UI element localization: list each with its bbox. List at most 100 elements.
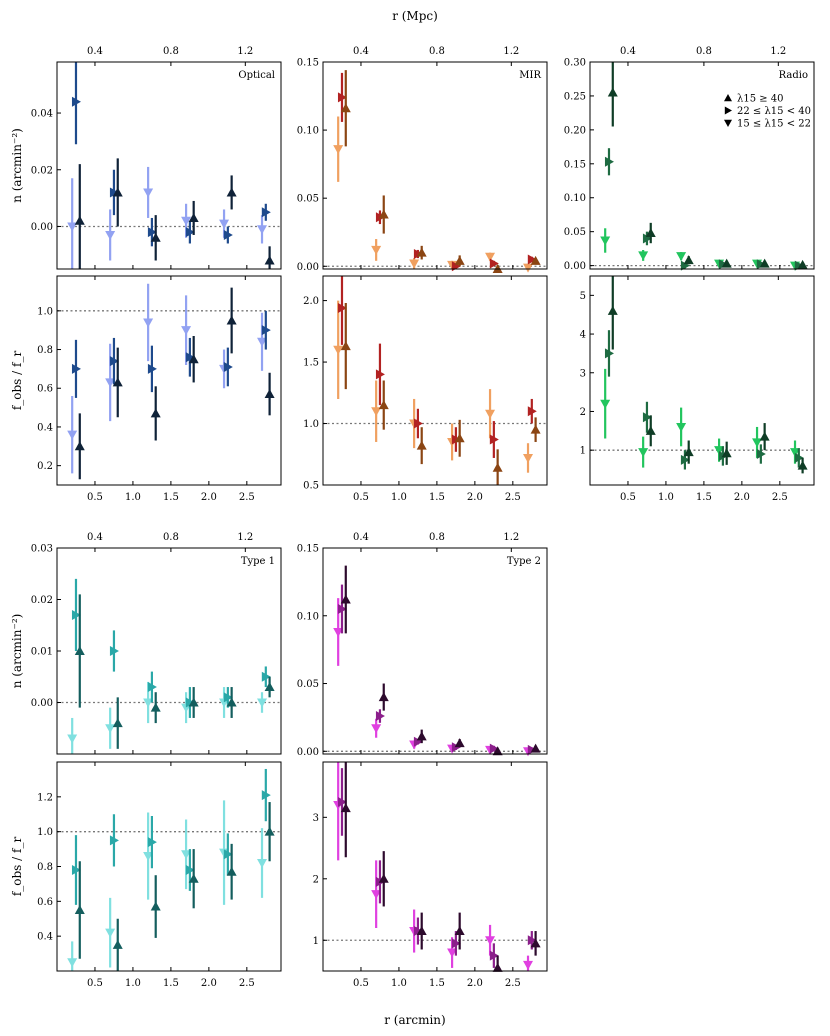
y-tick-label: 0.15: [297, 544, 319, 555]
series-low: [67, 800, 268, 971]
data-marker: [378, 692, 389, 702]
y-tick-label: 0.02: [31, 595, 53, 606]
x-tick-label: 2.5: [239, 978, 255, 989]
data-marker: [676, 252, 687, 262]
y-tick-label: 0.8: [37, 862, 53, 873]
top-tick-label: 0.4: [353, 46, 369, 57]
data-marker: [530, 743, 541, 753]
legend-label: λ15 ≥ 40: [737, 94, 784, 105]
y-tick-label: 4: [580, 330, 586, 341]
plot-frame: [322, 761, 548, 972]
y-tick-label: 0.00: [297, 747, 319, 758]
data-marker: [371, 407, 382, 417]
data-marker: [261, 325, 271, 336]
top-tick-label: 0.4: [87, 46, 103, 57]
series-mid: [604, 148, 804, 271]
y-axis-label: n (arcmin⁻²): [10, 614, 24, 689]
data-marker: [756, 449, 766, 460]
y-tick-label: 0.8: [37, 345, 53, 356]
data-marker: [340, 103, 351, 113]
data-marker: [794, 260, 804, 271]
data-marker: [413, 418, 423, 429]
data-marker: [340, 594, 351, 604]
data-marker: [105, 230, 116, 240]
data-marker: [219, 219, 230, 229]
x-tick-label: 2.5: [772, 492, 788, 503]
y-tick-label: 0.4: [37, 932, 53, 943]
data-marker: [489, 743, 499, 754]
x-tick-label: 2.0: [467, 978, 483, 989]
data-marker: [638, 448, 649, 458]
data-marker: [185, 697, 195, 708]
data-marker: [226, 315, 237, 325]
data-marker: [759, 431, 770, 441]
top-tick-label: 0.8: [429, 532, 445, 543]
series-low: [333, 598, 534, 757]
y-tick-label: 0.30: [564, 58, 586, 69]
data-marker: [147, 227, 157, 238]
data-marker: [642, 233, 652, 244]
top-tick-label: 0.8: [163, 46, 179, 57]
data-marker: [378, 400, 389, 410]
data-marker: [600, 236, 611, 246]
data-marker: [109, 356, 119, 367]
y-tick-label: 1: [313, 936, 319, 947]
panel-radio-f: 1 2 3 4 5 0.5 1.0 1.5 2.0 2.5: [580, 275, 815, 503]
plot-frame: [56, 61, 282, 270]
y-tick-label: 2: [580, 407, 586, 418]
y-tick-label: 5: [580, 291, 586, 302]
data-marker: [721, 258, 732, 268]
data-marker: [416, 926, 427, 936]
y-tick-label: 0.6: [37, 897, 53, 908]
data-marker: [257, 859, 268, 869]
top-tick-label: 0.4: [87, 532, 103, 543]
data-marker: [185, 864, 195, 875]
data-marker: [71, 609, 81, 620]
panel-mir-n: 0.00 0.05 0.10 0.15 0.4 0.8 1.2 MIR: [297, 46, 548, 273]
data-marker: [333, 345, 344, 355]
data-marker: [264, 255, 275, 265]
series-low: [67, 681, 268, 754]
series-high: [340, 303, 541, 485]
y-tick-label: 0.00: [564, 261, 586, 272]
data-marker: [71, 96, 81, 107]
series-mid: [71, 578, 271, 718]
data-marker: [378, 209, 389, 219]
data-marker: [257, 225, 268, 235]
data-marker: [371, 245, 382, 255]
data-marker: [74, 215, 85, 225]
data-marker: [375, 711, 385, 722]
data-marker: [642, 412, 652, 423]
data-marker: [759, 258, 770, 268]
panel-mir-f: 0.5 1.0 1.5 2.0 0.5 1.0 1.5 2.0 2.5: [303, 275, 548, 503]
data-marker: [527, 254, 537, 265]
data-marker: [492, 746, 503, 756]
data-marker: [181, 216, 192, 226]
data-marker: [340, 341, 351, 351]
series-high: [340, 70, 541, 273]
y-tick-label: 1: [580, 446, 586, 457]
y-tick-label: 2: [313, 874, 319, 885]
panel-type2-n: 0.00 0.05 0.10 0.15 0.4 0.8 1.2 Type 2: [297, 532, 548, 758]
data-marker: [378, 873, 389, 883]
data-marker: [67, 734, 78, 744]
y-tick-label: 0.01: [31, 647, 53, 658]
data-marker: [527, 406, 537, 417]
data-marker: [188, 873, 199, 883]
data-marker: [371, 890, 382, 900]
y-axis-label: f_obs / f_r: [10, 837, 24, 897]
y-tick-label: 3: [313, 813, 319, 824]
data-marker: [143, 698, 154, 708]
data-marker: [105, 928, 116, 938]
data-marker: [147, 837, 157, 848]
data-marker: [721, 448, 732, 458]
x-tick-label: 1.5: [163, 492, 179, 503]
data-marker: [112, 377, 123, 387]
data-marker: [683, 447, 694, 457]
panel-type1-f: 0.4 0.6 0.8 1.0 1.2 0.5 1.0 1.5 2.0 2.5 f_obs / f_…: [10, 761, 282, 989]
data-marker: [264, 682, 275, 692]
data-marker: [676, 422, 687, 432]
data-marker: [485, 252, 496, 262]
data-marker: [112, 939, 123, 949]
data-marker: [492, 462, 503, 472]
